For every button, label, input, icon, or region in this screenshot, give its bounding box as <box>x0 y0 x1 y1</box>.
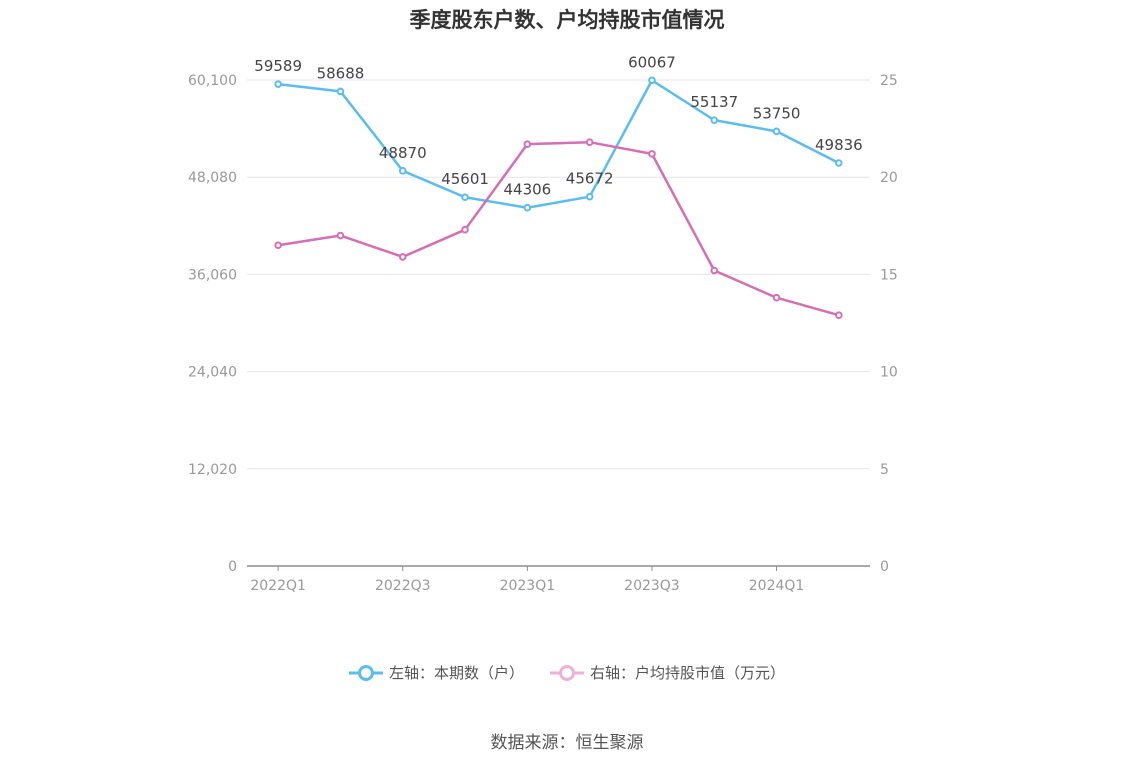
series-2-point <box>398 253 407 261</box>
series-1-data-label: 45672 <box>566 170 614 188</box>
series-1-point <box>461 193 469 202</box>
series-1-point <box>398 167 407 175</box>
y-right-tick-label: 0 <box>880 559 889 575</box>
y-right-tick-label: 15 <box>880 267 898 283</box>
series-2-point <box>710 266 719 275</box>
series-2-point <box>461 225 469 234</box>
series-1-point <box>835 159 843 167</box>
y-left-tick-label: 24,040 <box>188 365 237 381</box>
data-source-note: 数据来源：恒生聚源 <box>490 733 644 753</box>
series-1-data-label: 48870 <box>379 144 427 162</box>
y-left-tick-label: 48,080 <box>188 170 237 186</box>
series-1-data-label: 55137 <box>690 93 738 111</box>
series-1-data-label: 45601 <box>441 170 489 188</box>
y-right-tick-label: 10 <box>880 365 898 381</box>
series-2-point <box>274 241 282 250</box>
series-1-data-label: 58688 <box>317 64 365 82</box>
series-2-point <box>835 311 843 320</box>
series-2-point <box>336 231 345 240</box>
x-tick-label: 2022Q1 <box>250 578 306 594</box>
series-line-1 <box>278 79 840 209</box>
x-tick-label: 2023Q3 <box>624 578 680 594</box>
series-1-point <box>336 87 345 96</box>
series-1-data-label: 59589 <box>254 57 302 75</box>
legend-item-right-series[interactable]: 右轴：户均持股市值（万元） <box>550 662 785 683</box>
legend-label-left-series: 左轴：本期数（户） <box>388 664 524 682</box>
y-right-tick-label: 25 <box>880 73 898 89</box>
series-1-point <box>772 127 781 136</box>
series-1-data-label: 49836 <box>815 136 863 154</box>
series-2-point <box>772 293 781 302</box>
x-tick-label: 2023Q1 <box>500 578 556 594</box>
series-2-point <box>648 150 656 158</box>
x-tick-label: 2022Q3 <box>375 578 431 594</box>
legend-line-circle-icon <box>550 664 584 681</box>
series-1-data-label: 53750 <box>753 104 801 122</box>
series-1-point <box>274 80 282 88</box>
series-1-data-label: 60067 <box>628 53 676 71</box>
y-left-tick-label: 60,100 <box>188 73 237 89</box>
chart-title: 季度股东户数、户均持股市值情况 <box>409 8 725 32</box>
series-1-point <box>648 76 656 85</box>
y-right-tick-label: 5 <box>880 462 889 478</box>
y-right-tick-label: 20 <box>880 170 898 186</box>
series-2-point <box>585 138 594 147</box>
series-2-point <box>523 140 532 148</box>
legend-item-left-series[interactable]: 左轴：本期数（户） <box>348 662 524 683</box>
series-1-point <box>585 192 594 201</box>
y-left-tick-label: 12,020 <box>188 462 237 478</box>
series-1-data-label: 44306 <box>503 181 551 199</box>
y-left-tick-label: 0 <box>228 559 237 575</box>
series-line-2 <box>277 140 840 317</box>
series-1-point <box>523 203 532 212</box>
legend-line-circle-icon <box>348 664 383 681</box>
x-tick-label: 2024Q1 <box>749 578 805 594</box>
chart-legend: 左轴：本期数（户） 右轴：户均持股市值（万元） <box>0 662 1134 683</box>
legend-label-right-series: 右轴：户均持股市值（万元） <box>590 664 786 682</box>
series-1-point <box>710 116 719 124</box>
y-left-tick-label: 36,060 <box>188 267 237 283</box>
